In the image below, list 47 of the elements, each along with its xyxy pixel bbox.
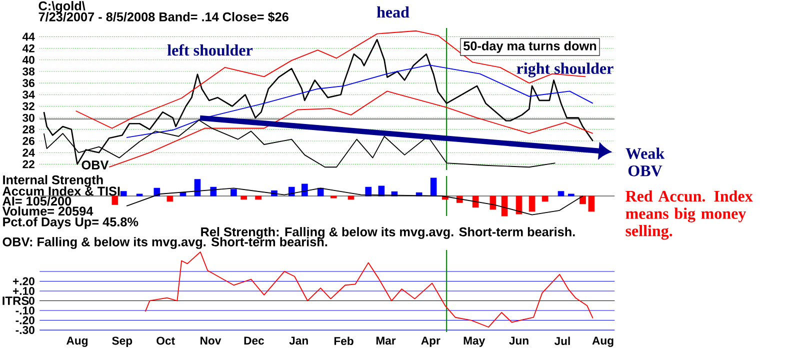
x-tick-label: Aug [592, 336, 614, 347]
annotation: Internal Strength [3, 175, 103, 187]
y-tick-label: -.20 [16, 316, 34, 324]
x-tick-label: Mar [376, 336, 396, 345]
y-axis-title: ITRS [2, 296, 29, 306]
y-tick-label: 22 [22, 160, 34, 168]
x-tick-label: Jul [554, 336, 570, 346]
y-tick-label: 34 [22, 90, 35, 99]
x-tick-label: Sep [112, 336, 132, 347]
x-tick-label: Feb [334, 336, 354, 346]
annotation: right shoulder [516, 62, 614, 78]
y-tick-label: 42 [22, 44, 34, 52]
text: OBV: Falling & below its mvg.avg. Short-term bearish. [2, 237, 328, 249]
y-tick-label: +.10 [12, 287, 34, 296]
text: Red Accun. Index means big money selling. [626, 190, 753, 240]
chart-subtitle: 7/23/2007 - 8/5/2008 Band= .14 Close= $26 [38, 12, 288, 22]
annotation: OBV [82, 160, 109, 170]
y-tick-label: 40 [22, 56, 34, 64]
y-tick-label: -.10 [16, 306, 34, 315]
annotation: AI= 105/200 [2, 196, 72, 206]
x-tick-label: Dec [244, 336, 264, 345]
x-tick-label: Oct [156, 336, 175, 345]
y-tick-label: 36 [22, 79, 34, 88]
y-tick-label: 0 [29, 296, 34, 305]
y-tick-label: 30 [22, 114, 34, 122]
annotation: Accum Index & TISI [2, 186, 120, 196]
text: Weak OBV [626, 148, 665, 176]
text: Pct.of Days Up= 45.8% [3, 217, 138, 229]
y-tick-label: 32 [22, 102, 34, 110]
y-tick-label: 38 [22, 67, 35, 76]
y-tick-label: -.30 [16, 326, 34, 334]
y-tick-label: 44 [22, 32, 35, 41]
annotation: 50-day ma turns down [464, 41, 596, 53]
text: head [376, 6, 410, 18]
y-tick-label: 26 [22, 137, 34, 146]
x-tick-label: Jan [289, 336, 308, 345]
y-tick-label: +.20 [12, 277, 34, 286]
annotation: Volume= 20594 [2, 206, 94, 216]
x-tick-label: Jun [509, 336, 528, 345]
annotation: left shoulder [167, 44, 253, 56]
y-tick-label: 24 [22, 148, 35, 157]
chart-title: C:\gold\ [38, 1, 86, 13]
y-tick-label: 28 [22, 125, 35, 134]
x-tick-label: Aug [66, 336, 88, 347]
x-tick-label: Nov [200, 336, 222, 345]
x-tick-label: Apr [421, 336, 440, 347]
x-tick-label: May [464, 336, 486, 347]
